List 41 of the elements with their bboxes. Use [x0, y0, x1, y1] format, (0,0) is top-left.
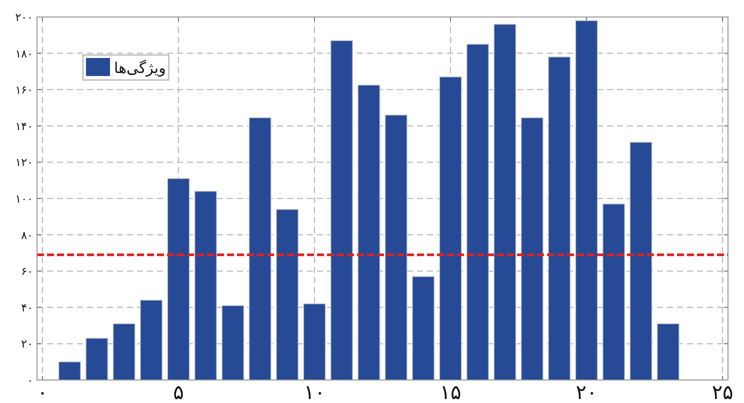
y-tick-label: ۱۲۰	[15, 156, 33, 170]
bar	[358, 84, 380, 380]
bar	[330, 40, 353, 380]
bar	[439, 76, 462, 380]
bar	[248, 117, 272, 380]
bar	[494, 24, 516, 380]
bar	[194, 190, 217, 380]
bar	[303, 303, 326, 380]
x-tick-label: ۱۰	[304, 380, 326, 403]
bar	[466, 44, 489, 380]
bar	[58, 361, 81, 380]
bar	[575, 20, 598, 380]
bar	[167, 178, 190, 380]
bar	[222, 305, 244, 380]
bar	[548, 56, 571, 380]
y-tick-label: ۲۰۰	[15, 11, 33, 24]
y-tick-label: ۱۶۰	[15, 84, 33, 97]
x-tick-label: ۰	[37, 380, 48, 403]
y-tick-label: ۱۸۰	[15, 47, 33, 60]
bar	[520, 117, 544, 380]
bar	[276, 208, 299, 380]
y-tick-label: ۴۰	[21, 301, 33, 314]
bar	[112, 323, 136, 380]
y-tick-label: ۶۰	[21, 265, 33, 278]
legend-label: ویژگی‌ها	[114, 59, 166, 77]
bar	[656, 323, 680, 380]
legend: ویژگی‌ها	[86, 58, 166, 77]
bar	[630, 142, 652, 380]
bar	[412, 276, 435, 380]
bar	[602, 204, 626, 380]
y-tick-label: ۱۴۰	[15, 120, 33, 133]
bar	[86, 338, 108, 380]
y-tick-label: ۱۰۰	[15, 192, 33, 206]
x-tick-label: ۲۰	[576, 380, 598, 403]
y-tick-label: ۲۰	[21, 338, 33, 351]
bar	[384, 114, 408, 380]
x-tick-label: ۵	[173, 380, 184, 403]
x-tick-label: ۱۵	[440, 380, 462, 403]
x-tick-label: ۲۵	[712, 380, 734, 403]
y-tick-label: ۸۰	[21, 228, 33, 242]
bar	[140, 300, 163, 380]
